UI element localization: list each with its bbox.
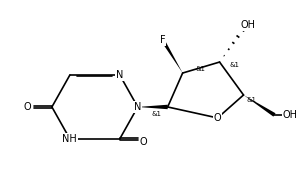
- Text: F: F: [160, 35, 165, 45]
- Text: O: O: [214, 113, 221, 123]
- Text: &1: &1: [230, 62, 239, 68]
- Text: NH: NH: [62, 134, 77, 144]
- Text: &1: &1: [152, 111, 162, 117]
- Text: &1: &1: [246, 97, 257, 103]
- Polygon shape: [161, 39, 183, 73]
- Text: O: O: [23, 102, 31, 112]
- Text: N: N: [116, 70, 123, 80]
- Text: O: O: [140, 137, 147, 147]
- Polygon shape: [138, 105, 168, 109]
- Text: OH: OH: [240, 20, 255, 30]
- Text: &1: &1: [196, 66, 206, 72]
- Polygon shape: [243, 95, 276, 117]
- Text: N: N: [134, 102, 141, 112]
- Text: OH: OH: [283, 110, 298, 120]
